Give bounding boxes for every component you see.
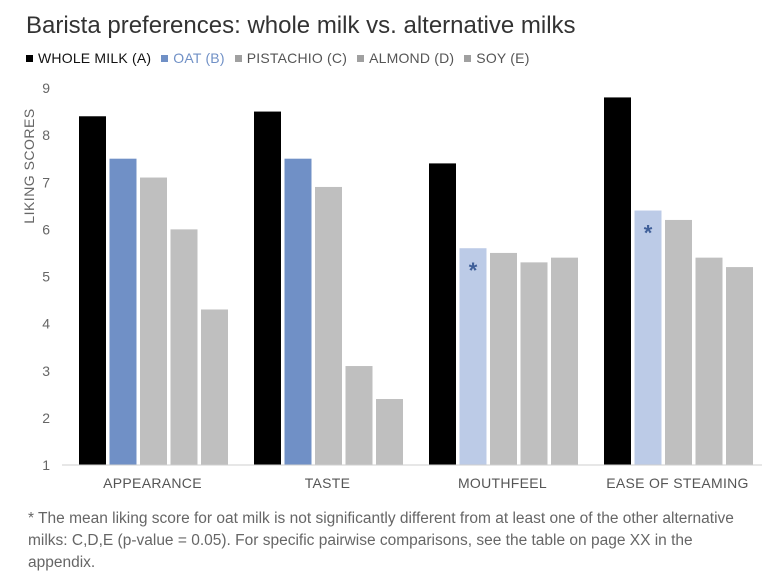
legend-label-whole-milk: WHOLE MILK (A) bbox=[38, 50, 152, 66]
bar bbox=[429, 163, 456, 465]
legend-item-oat: OAT (B) bbox=[161, 50, 225, 66]
legend-swatch-oat bbox=[161, 54, 169, 62]
bar bbox=[140, 177, 167, 465]
bar bbox=[634, 210, 662, 465]
x-tick-label: APPEARANCE bbox=[103, 475, 202, 491]
legend-swatch-almond bbox=[357, 54, 365, 62]
legend-swatch-soy bbox=[464, 54, 472, 62]
bar bbox=[170, 229, 198, 465]
y-tick-label: 7 bbox=[42, 174, 50, 190]
y-tick-label: 6 bbox=[42, 221, 50, 237]
bar bbox=[109, 158, 137, 465]
bar-chart: 1 2 3 4 5 6 7 8 9 LIKING SCORES APPEARANCE TASTE * MO… bbox=[21, 80, 762, 491]
bar bbox=[726, 267, 753, 465]
y-tick-label: 9 bbox=[42, 80, 50, 96]
legend-swatch-whole-milk bbox=[26, 54, 33, 62]
y-tick-label: 4 bbox=[42, 316, 50, 332]
y-tick-label: 8 bbox=[42, 127, 50, 143]
legend-label-pistachio: PISTACHIO (C) bbox=[246, 50, 348, 66]
x-tick-label: TASTE bbox=[305, 475, 351, 491]
legend-label-almond: ALMOND (D) bbox=[369, 50, 455, 66]
y-tick-label: 3 bbox=[42, 363, 50, 379]
x-tick-label: MOUTHFEEL bbox=[458, 475, 547, 491]
x-tick-label: EASE OF STEAMING bbox=[606, 475, 749, 491]
legend-label-soy: SOY (E) bbox=[476, 50, 530, 66]
bar bbox=[459, 248, 487, 465]
bar bbox=[604, 97, 631, 466]
bar bbox=[665, 219, 692, 465]
bar bbox=[79, 116, 106, 466]
footnote: * The mean liking score for oat milk is … bbox=[28, 510, 734, 571]
bar bbox=[284, 158, 312, 465]
bar bbox=[315, 186, 342, 465]
legend-swatch-pistachio bbox=[234, 54, 242, 62]
bar bbox=[551, 257, 578, 465]
legend-label-oat: OAT (B) bbox=[173, 50, 225, 66]
y-tick-label: 2 bbox=[42, 410, 50, 426]
bar bbox=[520, 262, 548, 465]
y-tick-label: 5 bbox=[42, 269, 50, 285]
legend-item-soy: SOY (E) bbox=[464, 50, 529, 66]
significance-asterisk: * bbox=[644, 221, 653, 246]
bar bbox=[695, 257, 723, 465]
bar bbox=[345, 366, 373, 465]
chart-title: Barista preferences: whole milk vs. alte… bbox=[26, 12, 576, 39]
bar bbox=[376, 399, 403, 465]
legend-item-pistachio: PISTACHIO (C) bbox=[234, 50, 348, 66]
legend: WHOLE MILK (A) OAT (B) PISTACHIO (C) ALM… bbox=[26, 50, 530, 66]
significance-asterisk: * bbox=[469, 258, 478, 283]
y-axis-title: LIKING SCORES bbox=[21, 108, 37, 223]
bar bbox=[490, 252, 517, 465]
legend-item-almond: ALMOND (D) bbox=[357, 50, 454, 66]
bar bbox=[254, 111, 281, 465]
bar bbox=[201, 309, 228, 465]
legend-item-whole-milk: WHOLE MILK (A) bbox=[26, 50, 151, 66]
y-tick-label: 1 bbox=[42, 457, 50, 473]
